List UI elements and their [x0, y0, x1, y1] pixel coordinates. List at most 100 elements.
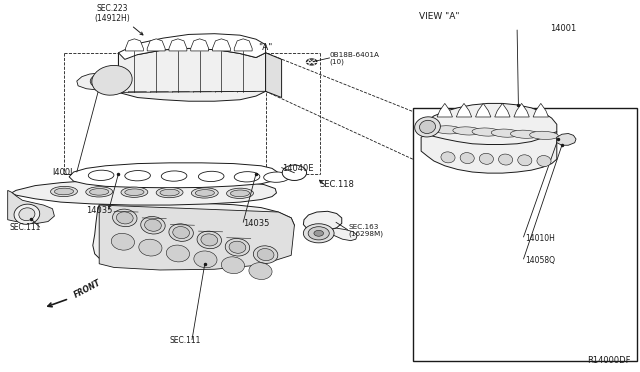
- Ellipse shape: [460, 153, 474, 164]
- Ellipse shape: [309, 61, 314, 63]
- Polygon shape: [77, 73, 120, 90]
- Ellipse shape: [441, 152, 455, 163]
- Ellipse shape: [156, 187, 183, 198]
- Ellipse shape: [125, 170, 150, 181]
- Polygon shape: [456, 103, 472, 117]
- Polygon shape: [533, 103, 548, 117]
- Ellipse shape: [169, 224, 193, 241]
- Polygon shape: [303, 211, 342, 231]
- Text: SEC.163
(16298M): SEC.163 (16298M): [349, 224, 384, 237]
- Ellipse shape: [518, 155, 532, 166]
- Ellipse shape: [530, 131, 558, 140]
- Ellipse shape: [225, 238, 250, 256]
- Text: 14001: 14001: [550, 25, 577, 33]
- Ellipse shape: [141, 217, 165, 234]
- Ellipse shape: [145, 219, 161, 231]
- Ellipse shape: [99, 70, 125, 90]
- Polygon shape: [118, 48, 266, 101]
- Ellipse shape: [434, 126, 462, 134]
- Ellipse shape: [537, 155, 551, 167]
- Polygon shape: [191, 39, 209, 51]
- Text: FRONT: FRONT: [72, 278, 102, 300]
- Polygon shape: [234, 39, 252, 51]
- Ellipse shape: [51, 186, 77, 197]
- Ellipse shape: [90, 189, 109, 195]
- Text: "A": "A": [259, 43, 273, 52]
- Polygon shape: [125, 39, 143, 51]
- Ellipse shape: [198, 171, 224, 182]
- Polygon shape: [557, 134, 576, 145]
- Ellipse shape: [201, 234, 218, 246]
- Ellipse shape: [113, 209, 137, 227]
- Ellipse shape: [314, 230, 324, 236]
- Polygon shape: [476, 103, 491, 117]
- Text: l400l: l400l: [52, 167, 73, 177]
- Ellipse shape: [166, 245, 189, 262]
- Polygon shape: [69, 163, 278, 188]
- Ellipse shape: [121, 187, 148, 198]
- Ellipse shape: [264, 172, 289, 182]
- Ellipse shape: [303, 224, 334, 243]
- Text: SEC.111: SEC.111: [10, 222, 41, 231]
- Ellipse shape: [415, 117, 440, 137]
- Ellipse shape: [227, 188, 253, 198]
- Text: SEC.223
(14912H): SEC.223 (14912H): [94, 4, 130, 23]
- Ellipse shape: [282, 165, 307, 180]
- Ellipse shape: [499, 154, 513, 165]
- Polygon shape: [212, 39, 230, 51]
- Ellipse shape: [221, 257, 244, 274]
- Ellipse shape: [229, 241, 246, 253]
- Ellipse shape: [249, 263, 272, 279]
- Polygon shape: [514, 103, 529, 117]
- Ellipse shape: [14, 204, 40, 224]
- Ellipse shape: [479, 153, 493, 164]
- Polygon shape: [118, 34, 266, 60]
- Ellipse shape: [19, 208, 35, 221]
- Polygon shape: [437, 103, 452, 117]
- Ellipse shape: [307, 59, 317, 65]
- Polygon shape: [422, 103, 557, 150]
- Polygon shape: [93, 202, 294, 266]
- Ellipse shape: [230, 190, 250, 197]
- Text: 14040E: 14040E: [282, 164, 313, 173]
- Ellipse shape: [160, 189, 179, 196]
- Ellipse shape: [173, 227, 189, 238]
- Text: 0B18B-6401A
(10): 0B18B-6401A (10): [330, 52, 380, 65]
- Ellipse shape: [253, 246, 278, 263]
- Ellipse shape: [139, 239, 162, 256]
- Polygon shape: [266, 53, 282, 97]
- Text: 14010H: 14010H: [525, 234, 555, 243]
- Polygon shape: [326, 228, 357, 241]
- Ellipse shape: [197, 231, 221, 249]
- Ellipse shape: [116, 212, 133, 224]
- Text: R14000DF: R14000DF: [587, 356, 630, 365]
- Polygon shape: [147, 39, 165, 51]
- Text: 14035: 14035: [86, 206, 113, 215]
- Polygon shape: [8, 190, 54, 224]
- Ellipse shape: [88, 170, 114, 180]
- Text: SEC.118: SEC.118: [320, 180, 355, 189]
- Polygon shape: [12, 179, 276, 205]
- Polygon shape: [169, 39, 187, 51]
- Ellipse shape: [453, 127, 481, 135]
- Ellipse shape: [492, 129, 520, 137]
- Ellipse shape: [86, 187, 113, 197]
- Ellipse shape: [419, 120, 436, 134]
- Ellipse shape: [191, 188, 218, 198]
- Ellipse shape: [234, 171, 260, 182]
- Ellipse shape: [161, 171, 187, 181]
- Ellipse shape: [308, 227, 330, 240]
- Polygon shape: [421, 132, 557, 173]
- Ellipse shape: [92, 65, 132, 95]
- Text: 14035: 14035: [243, 219, 269, 228]
- Ellipse shape: [125, 189, 144, 196]
- Ellipse shape: [90, 75, 108, 87]
- Text: SEC.111: SEC.111: [170, 336, 201, 345]
- Ellipse shape: [195, 190, 214, 196]
- Ellipse shape: [104, 75, 120, 86]
- Ellipse shape: [472, 128, 500, 136]
- Text: VIEW "A": VIEW "A": [419, 12, 460, 20]
- Ellipse shape: [54, 188, 74, 195]
- Ellipse shape: [111, 233, 134, 250]
- Ellipse shape: [194, 251, 217, 268]
